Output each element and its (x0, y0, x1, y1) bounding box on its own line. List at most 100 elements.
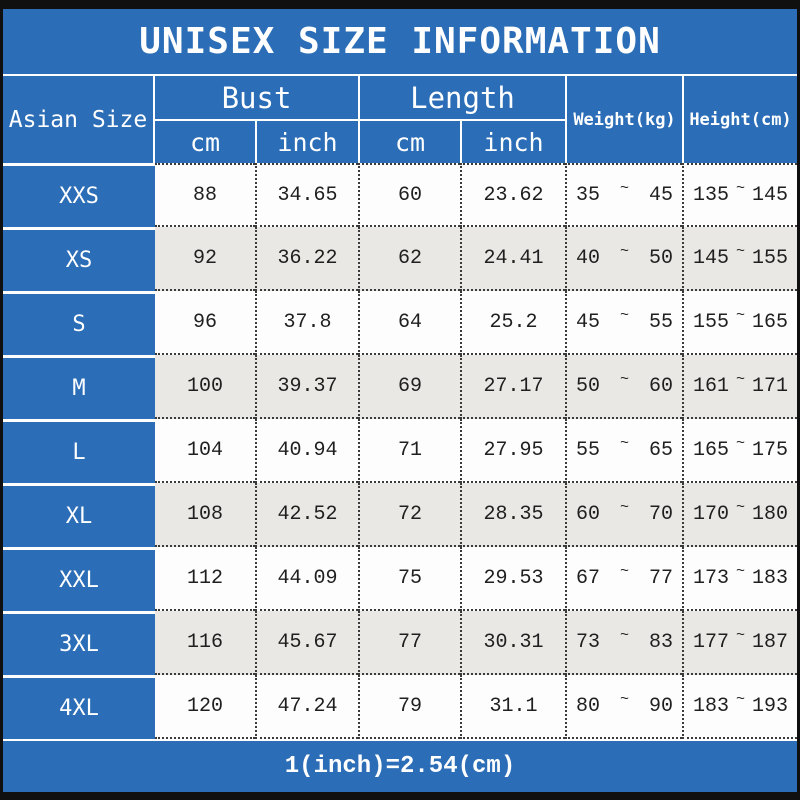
size-label: 4XL (3, 675, 155, 739)
weight-max-value: 55 (648, 310, 673, 334)
height-range: 155 ~165 (682, 291, 797, 355)
height-max-value: 171 (751, 374, 788, 398)
length-inch-value: 25.2 (460, 291, 565, 355)
table-row: L 104 40.94 71 27.95 55 ~65 165 ~175 (3, 419, 797, 483)
weight-max-value: 77 (648, 566, 673, 590)
weight-max-value: 45 (648, 183, 673, 207)
weight-min-value: 67 (576, 566, 601, 590)
height-min-value: 161 (693, 374, 730, 398)
weight-max-value: 60 (648, 374, 673, 398)
weight-min-value: 73 (576, 630, 601, 654)
table-row: S 96 37.8 64 25.2 45 ~55 155 ~165 (3, 291, 797, 355)
bust-cm-value: 104 (155, 419, 255, 483)
weight-min-value: 40 (576, 246, 601, 270)
height-min-value: 135 (693, 183, 730, 207)
length-cm-value: 77 (358, 611, 460, 675)
length-cm-value: 71 (358, 419, 460, 483)
size-label: XS (3, 227, 155, 291)
bust-inch-value: 36.22 (255, 227, 358, 291)
tilde-separator: ~ (735, 434, 745, 452)
tilde-separator: ~ (735, 370, 745, 388)
weight-range: 55 ~65 (565, 419, 682, 483)
height-range: 135 ~145 (682, 163, 797, 227)
bottom-border-bar (3, 792, 797, 800)
bust-cm-header: cm (189, 127, 221, 157)
size-label: M (3, 355, 155, 419)
height-max-value: 145 (751, 183, 788, 207)
bust-inch-value: 39.37 (255, 355, 358, 419)
length-group-header: Length (358, 76, 565, 121)
height-min-value: 170 (693, 502, 730, 526)
bust-cm-value: 100 (155, 355, 255, 419)
bust-cm-value: 88 (155, 163, 255, 227)
table-row: XXL 112 44.09 75 29.53 67 ~77 173 ~183 (3, 547, 797, 611)
tilde-separator: ~ (619, 179, 629, 197)
height-range: 173 ~183 (682, 547, 797, 611)
top-border-bar (3, 0, 797, 9)
tilde-separator: ~ (619, 242, 629, 260)
length-inch-value: 31.1 (460, 675, 565, 739)
height-range: 145 ~155 (682, 227, 797, 291)
weight-header: Weight(kg) (565, 76, 682, 163)
length-cm-header: cm (358, 121, 460, 163)
length-inch-value: 24.41 (460, 227, 565, 291)
tilde-separator: ~ (619, 434, 629, 452)
table-header: Asian Size Bust Length Weight(kg) Height… (3, 76, 797, 163)
bust-cm-value: 92 (155, 227, 255, 291)
table-row: XXS 88 34.65 60 23.62 35 ~45 135 ~145 (3, 163, 797, 227)
bust-inch-value: 47.24 (255, 675, 358, 739)
size-label: L (3, 419, 155, 483)
bust-inch-value: 37.8 (255, 291, 358, 355)
weight-min-value: 50 (576, 374, 601, 398)
tilde-separator: ~ (619, 498, 629, 516)
height-range: 177 ~187 (682, 611, 797, 675)
height-min-value: 173 (693, 566, 730, 590)
size-label: XXL (3, 547, 155, 611)
weight-min-value: 80 (576, 694, 601, 718)
height-max-value: 165 (751, 310, 788, 334)
height-header: Height(cm) (682, 76, 797, 163)
conversion-note: 1(inch)=2.54(cm) (3, 739, 797, 792)
bust-inch-value: 45.67 (255, 611, 358, 675)
length-cm-value: 72 (358, 483, 460, 547)
size-label: XL (3, 483, 155, 547)
table-row: 3XL 116 45.67 77 30.31 73 ~83 177 ~187 (3, 611, 797, 675)
tilde-separator: ~ (735, 562, 745, 580)
bust-inch-value: 44.09 (255, 547, 358, 611)
table-body: XXS 88 34.65 60 23.62 35 ~45 135 ~145 XS 92 36.22 62… (3, 163, 797, 739)
tilde-separator: ~ (735, 179, 745, 197)
table-row: 4XL 120 47.24 79 31.1 80 ~90 183 ~193 (3, 675, 797, 739)
corner-header: Asian Size (3, 76, 155, 163)
weight-max-value: 50 (648, 246, 673, 270)
weight-max-value: 90 (648, 694, 673, 718)
length-cm-value: 69 (358, 355, 460, 419)
height-max-value: 180 (751, 502, 788, 526)
size-label: 3XL (3, 611, 155, 675)
bust-cm-value: 112 (155, 547, 255, 611)
height-max-value: 187 (751, 630, 788, 654)
table-row: XL 108 42.52 72 28.35 60 ~70 170 ~180 (3, 483, 797, 547)
weight-min-value: 60 (576, 502, 601, 526)
length-inch-header: inch (460, 121, 565, 163)
table-row: M 100 39.37 69 27.17 50 ~60 161 ~171 (3, 355, 797, 419)
height-min-value: 155 (693, 310, 730, 334)
length-inch-value: 27.95 (460, 419, 565, 483)
height-range: 170 ~180 (682, 483, 797, 547)
length-inch-value: 30.31 (460, 611, 565, 675)
length-inch-value: 28.35 (460, 483, 565, 547)
size-label: XXS (3, 163, 155, 227)
weight-range: 60 ~70 (565, 483, 682, 547)
length-inch-value: 23.62 (460, 163, 565, 227)
size-label: S (3, 291, 155, 355)
length-inch-value: 29.53 (460, 547, 565, 611)
bust-cm-value: 96 (155, 291, 255, 355)
tilde-separator: ~ (735, 306, 745, 324)
length-cm-value: 75 (358, 547, 460, 611)
height-range: 165 ~175 (682, 419, 797, 483)
weight-max-value: 83 (648, 630, 673, 654)
bust-inch-value: 34.65 (255, 163, 358, 227)
tilde-separator: ~ (619, 690, 629, 708)
height-max-value: 193 (751, 694, 788, 718)
tilde-separator: ~ (619, 306, 629, 324)
bust-cm-value: 116 (155, 611, 255, 675)
